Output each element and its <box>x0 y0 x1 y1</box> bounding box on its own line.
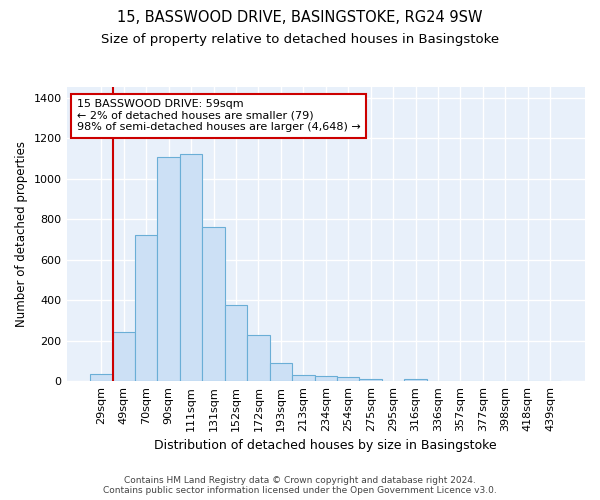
Bar <box>404 378 427 382</box>
Bar <box>269 363 292 382</box>
Bar <box>202 228 225 382</box>
Bar <box>247 335 269 382</box>
Bar <box>157 158 180 382</box>
Bar <box>225 306 247 382</box>
Text: Contains HM Land Registry data © Crown copyright and database right 2024.
Contai: Contains HM Land Registry data © Crown c… <box>103 476 497 495</box>
Bar <box>135 236 157 382</box>
Bar <box>113 332 135 382</box>
Bar <box>292 374 314 382</box>
Bar <box>314 376 337 382</box>
Text: 15 BASSWOOD DRIVE: 59sqm
← 2% of detached houses are smaller (79)
98% of semi-de: 15 BASSWOOD DRIVE: 59sqm ← 2% of detache… <box>77 100 361 132</box>
Bar <box>180 154 202 382</box>
X-axis label: Distribution of detached houses by size in Basingstoke: Distribution of detached houses by size … <box>154 440 497 452</box>
Bar <box>337 377 359 382</box>
Y-axis label: Number of detached properties: Number of detached properties <box>15 142 28 328</box>
Bar <box>90 374 113 382</box>
Text: Size of property relative to detached houses in Basingstoke: Size of property relative to detached ho… <box>101 32 499 46</box>
Text: 15, BASSWOOD DRIVE, BASINGSTOKE, RG24 9SW: 15, BASSWOOD DRIVE, BASINGSTOKE, RG24 9S… <box>117 10 483 25</box>
Bar <box>359 378 382 382</box>
